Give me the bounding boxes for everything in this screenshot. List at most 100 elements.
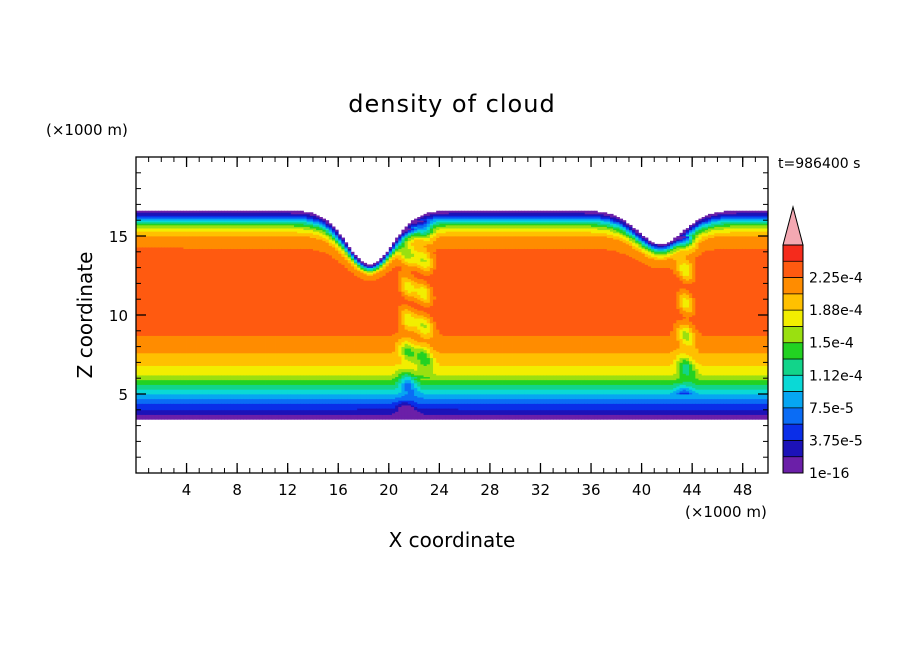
contour-cell [572,379,576,385]
contour-cell [660,352,665,366]
contour-cell [730,228,734,232]
contour-cell [505,236,510,250]
contour-cell [505,384,510,390]
contour-cell [186,335,191,354]
contour-cell [252,414,257,420]
contour-cell [726,403,731,411]
contour-cell [306,229,311,234]
contour-cell [508,384,513,390]
contour-cell [568,414,573,420]
contour-cell [426,275,431,284]
contour-cell [657,394,661,400]
contour-cell [483,403,488,411]
contour-cell [695,403,699,411]
contour-cell [382,389,387,395]
contour-cell [505,223,510,226]
contour-cell [265,218,270,221]
contour-cell [480,223,484,226]
contour-cell [347,259,352,264]
contour-cell [704,228,709,231]
contour-cell [455,384,459,390]
contour-cell [698,254,703,333]
contour-cell [170,231,175,237]
contour-cell [189,365,194,376]
contour-cell [142,384,146,390]
contour-cell [578,228,582,232]
contour-cell [233,394,238,400]
contour-cell [136,212,140,216]
contour-cell [448,210,453,213]
contour-cell [616,226,620,229]
contour-cell [328,242,333,246]
contour-cell [227,218,232,221]
contour-cell [300,335,304,354]
contour-cell [480,375,484,381]
contour-cell [467,231,472,237]
contour-cell [442,365,447,376]
contour-cell [164,375,168,381]
contour-cell [420,273,424,280]
contour-cell [701,240,706,253]
contour-cell [553,248,557,336]
contour-cell [597,352,601,366]
contour-cell [711,228,715,231]
contour-cell [208,352,213,366]
contour-cell [651,258,655,268]
contour-cell [391,248,396,251]
contour-cell [477,352,481,366]
contour-cell [489,403,494,411]
contour-cell [723,215,728,218]
contour-cell [183,335,187,354]
contour-cell [347,258,352,261]
contour-cell [534,224,538,229]
contour-cell [726,335,731,354]
contour-cell [663,250,668,253]
contour-cell [711,234,715,238]
contour-cell [404,373,409,378]
contour-cell [325,335,330,354]
contour-cell [281,409,285,415]
contour-cell [256,352,260,366]
contour-cell [720,394,725,400]
contour-cell [218,212,222,216]
contour-cell [711,384,715,390]
contour-cell [259,212,263,216]
contour-cell [575,398,579,404]
contour-cell [215,375,219,381]
contour-cell [246,221,251,224]
contour-cell [417,218,421,221]
contour-cell [647,398,652,404]
contour-cell [322,375,326,381]
contour-cell [275,217,279,220]
contour-cell [562,228,567,232]
contour-cell [436,215,440,218]
contour-cell [262,217,266,220]
contour-cell [695,220,699,223]
contour-cell [670,247,674,250]
contour-cell [192,409,197,415]
contour-cell [312,398,317,404]
contour-cell [423,319,428,325]
contour-cell [707,213,712,218]
contour-cell [398,382,402,393]
contour-cell [733,352,737,366]
contour-cell [316,403,320,411]
contour-cell [354,264,358,267]
contour-cell [366,264,371,267]
contour-cell [268,217,273,220]
contour-cell [316,226,320,231]
contour-cell [369,335,374,354]
contour-cell [628,237,633,242]
contour-cell [262,218,266,221]
contour-cell [638,414,642,420]
contour-cell [284,379,289,385]
contour-cell [252,221,257,224]
contour-cell [287,248,292,336]
contour-cell [287,394,292,400]
contour-cell [584,231,589,237]
contour-cell [278,384,282,390]
contour-cell [158,414,162,420]
contour-cell [316,389,320,395]
contour-cell [641,248,646,253]
contour-cell [199,414,203,420]
